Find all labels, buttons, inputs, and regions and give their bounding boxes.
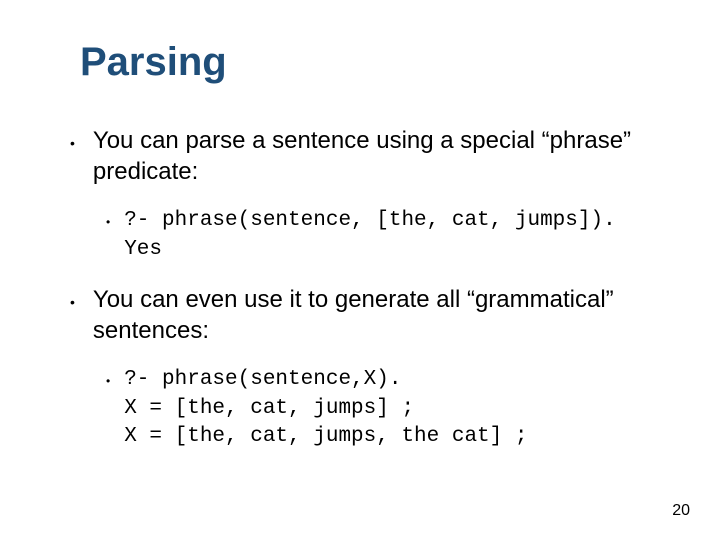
- slide-content: • You can parse a sentence using a speci…: [70, 125, 660, 451]
- bullet-icon: •: [106, 215, 110, 229]
- list-subitem: • ?- phrase(sentence,X). X = [the, cat, …: [106, 366, 660, 451]
- slide-title: Parsing: [80, 40, 660, 85]
- page-number: 20: [672, 502, 690, 520]
- bullet-icon: •: [70, 135, 75, 151]
- list-item: • You can even use it to generate all “g…: [70, 284, 660, 346]
- code-block: ?- phrase(sentence, [the, cat, jumps]). …: [124, 207, 615, 264]
- slide: Parsing • You can parse a sentence using…: [0, 0, 720, 511]
- list-item-text: You can even use it to generate all “gra…: [93, 284, 660, 346]
- list-subitem: • ?- phrase(sentence, [the, cat, jumps])…: [106, 207, 660, 264]
- bullet-icon: •: [70, 294, 75, 310]
- bullet-icon: •: [106, 374, 110, 388]
- list-item: • You can parse a sentence using a speci…: [70, 125, 660, 187]
- list-item-text: You can parse a sentence using a special…: [93, 125, 660, 187]
- code-block: ?- phrase(sentence,X). X = [the, cat, ju…: [124, 366, 527, 451]
